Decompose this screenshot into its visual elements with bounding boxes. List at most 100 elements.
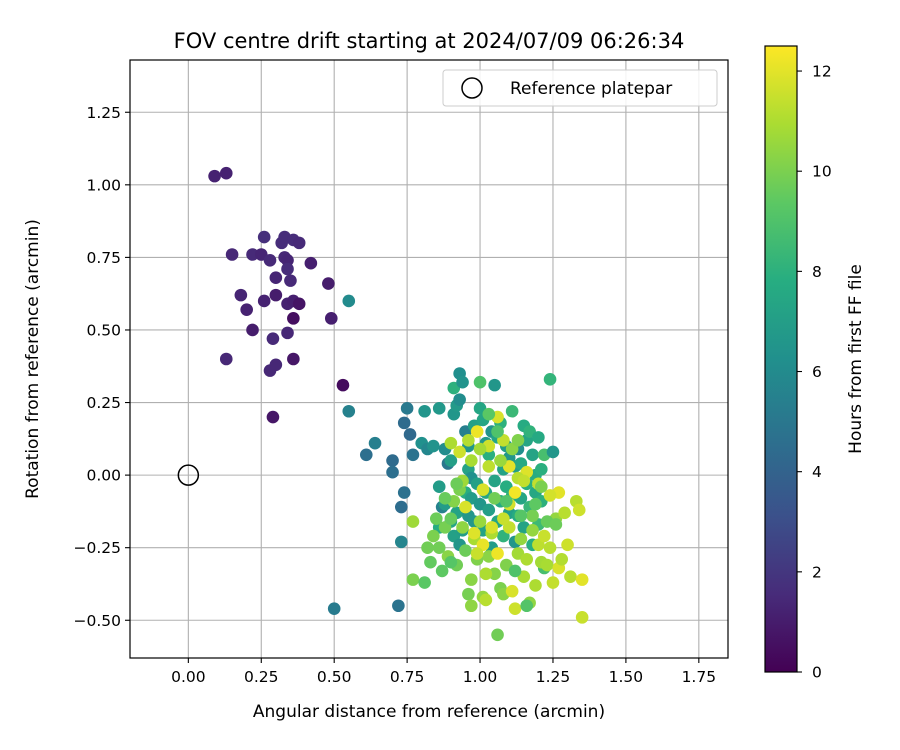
data-point xyxy=(543,489,557,502)
data-point xyxy=(219,352,233,366)
data-point xyxy=(342,404,356,418)
data-point xyxy=(406,448,420,462)
data-point xyxy=(508,564,522,578)
data-point xyxy=(473,515,487,528)
data-point xyxy=(488,567,501,581)
data-point xyxy=(517,474,531,488)
data-point xyxy=(444,454,458,467)
plot-frame xyxy=(129,59,729,659)
data-point xyxy=(359,448,373,462)
data-point xyxy=(257,230,271,244)
data-point xyxy=(514,532,528,546)
data-point xyxy=(473,442,487,456)
data-point xyxy=(467,526,481,540)
data-point xyxy=(488,378,501,392)
data-point xyxy=(482,460,496,473)
data-point xyxy=(406,515,420,528)
data-point xyxy=(485,521,499,534)
data-point xyxy=(418,404,431,418)
data-point xyxy=(462,587,475,601)
data-point xyxy=(543,373,557,386)
data-point xyxy=(444,555,458,569)
data-point xyxy=(453,393,466,406)
y-axis-ticks: −0.50 −0.25 0.00 0.25 0.50 0.75 1.00 1.25 xyxy=(74,104,130,630)
data-point xyxy=(464,573,478,586)
data-point xyxy=(432,541,446,554)
data-point xyxy=(234,288,248,302)
data-point xyxy=(432,480,446,494)
grid xyxy=(130,60,728,658)
data-point xyxy=(450,477,464,491)
data-point xyxy=(491,425,504,438)
data-point xyxy=(564,570,577,584)
reference-platepar-marker xyxy=(177,464,200,486)
data-point xyxy=(281,254,294,267)
y-axis-label: Rotation from reference (arcmin) xyxy=(23,219,43,499)
data-point xyxy=(540,558,554,572)
colorbar-tick-label: 4 xyxy=(812,463,822,481)
data-point xyxy=(505,584,519,598)
data-point xyxy=(464,599,478,613)
colorbar-tick-label: 0 xyxy=(812,664,822,682)
data-point xyxy=(546,576,560,589)
data-point xyxy=(397,416,411,430)
legend-reference-marker xyxy=(461,77,483,99)
data-point xyxy=(432,402,446,415)
data-point xyxy=(535,480,548,494)
data-point xyxy=(526,509,539,523)
data-point xyxy=(427,439,440,453)
y-tick-label: −0.25 xyxy=(74,539,122,557)
colorbar-label: Hours from first FF file xyxy=(846,264,866,454)
data-point xyxy=(476,483,490,496)
x-tick-label: 0.25 xyxy=(244,668,279,686)
data-point xyxy=(225,248,239,261)
data-point xyxy=(324,312,338,325)
data-point xyxy=(546,445,560,459)
data-point xyxy=(456,521,469,534)
data-point xyxy=(459,500,472,514)
data-point xyxy=(479,593,493,607)
data-point xyxy=(500,494,513,508)
data-point xyxy=(462,433,475,447)
chart-title: FOV centre drift starting at 2024/07/09 … xyxy=(174,29,685,53)
data-point xyxy=(342,294,356,308)
data-point xyxy=(266,410,280,424)
data-point xyxy=(456,375,469,389)
data-point xyxy=(438,492,452,505)
data-point xyxy=(208,169,221,183)
colorbar-tick-label: 6 xyxy=(812,363,822,381)
data-point xyxy=(520,599,534,613)
data-point xyxy=(444,512,458,525)
data-point xyxy=(263,254,277,267)
data-point xyxy=(488,474,501,488)
y-tick-label: 1.00 xyxy=(86,176,121,194)
data-point xyxy=(491,628,504,642)
data-point xyxy=(459,544,472,557)
data-point xyxy=(526,448,539,462)
data-point xyxy=(406,573,420,586)
data-point xyxy=(327,602,341,615)
data-point xyxy=(508,602,522,615)
data-point xyxy=(394,500,408,514)
data-point xyxy=(269,271,283,285)
data-point xyxy=(514,509,528,523)
data-point xyxy=(421,541,434,554)
data-point xyxy=(470,547,484,560)
data-point xyxy=(429,512,443,525)
legend-label: Reference platepar xyxy=(510,79,672,99)
x-axis-label: Angular distance from reference (arcmin) xyxy=(253,702,605,722)
data-point xyxy=(497,512,510,525)
x-tick-label: 1.00 xyxy=(463,668,498,686)
data-point xyxy=(266,332,280,345)
data-point xyxy=(532,431,545,444)
data-point xyxy=(397,486,411,499)
data-point xyxy=(535,463,548,476)
data-point xyxy=(511,433,525,447)
data-point xyxy=(269,358,283,372)
y-tick-label: 0.25 xyxy=(86,394,121,412)
data-point xyxy=(453,445,466,459)
data-point xyxy=(292,236,306,250)
data-point xyxy=(287,312,300,325)
y-tick-label: 0.00 xyxy=(86,467,121,485)
